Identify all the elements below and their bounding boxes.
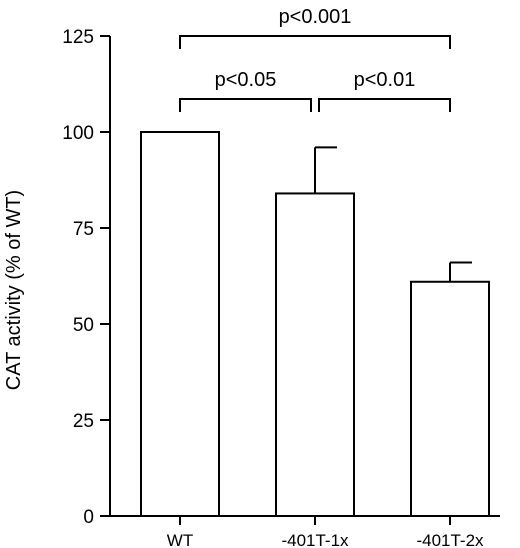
significance-label-1: p<0.01: [354, 69, 416, 91]
significance-bracket-2: [179, 35, 451, 49]
significance-bracket-1: [318, 98, 451, 112]
y-axis-title: CAT activity (% of WT): [3, 190, 25, 390]
y-tick-label-0: 0: [83, 507, 94, 528]
y-tick-label-3: 75: [73, 219, 94, 240]
y-tick-label-4: 100: [62, 123, 94, 144]
significance-bracket-0: [179, 98, 312, 112]
bar-2: [410, 280, 490, 518]
bar-1: [275, 192, 355, 517]
category-label-2: -401T-2x: [416, 531, 484, 548]
bar-0: [140, 131, 220, 517]
y-tick-label-1: 25: [73, 411, 94, 432]
y-tick-label-2: 50: [73, 315, 94, 336]
y-tick-label-5: 125: [62, 27, 94, 48]
significance-label-2: p<0.001: [279, 6, 352, 28]
category-label-0: WT: [167, 531, 193, 548]
category-label-1: -401T-1x: [281, 531, 349, 548]
significance-label-0: p<0.05: [215, 69, 277, 91]
